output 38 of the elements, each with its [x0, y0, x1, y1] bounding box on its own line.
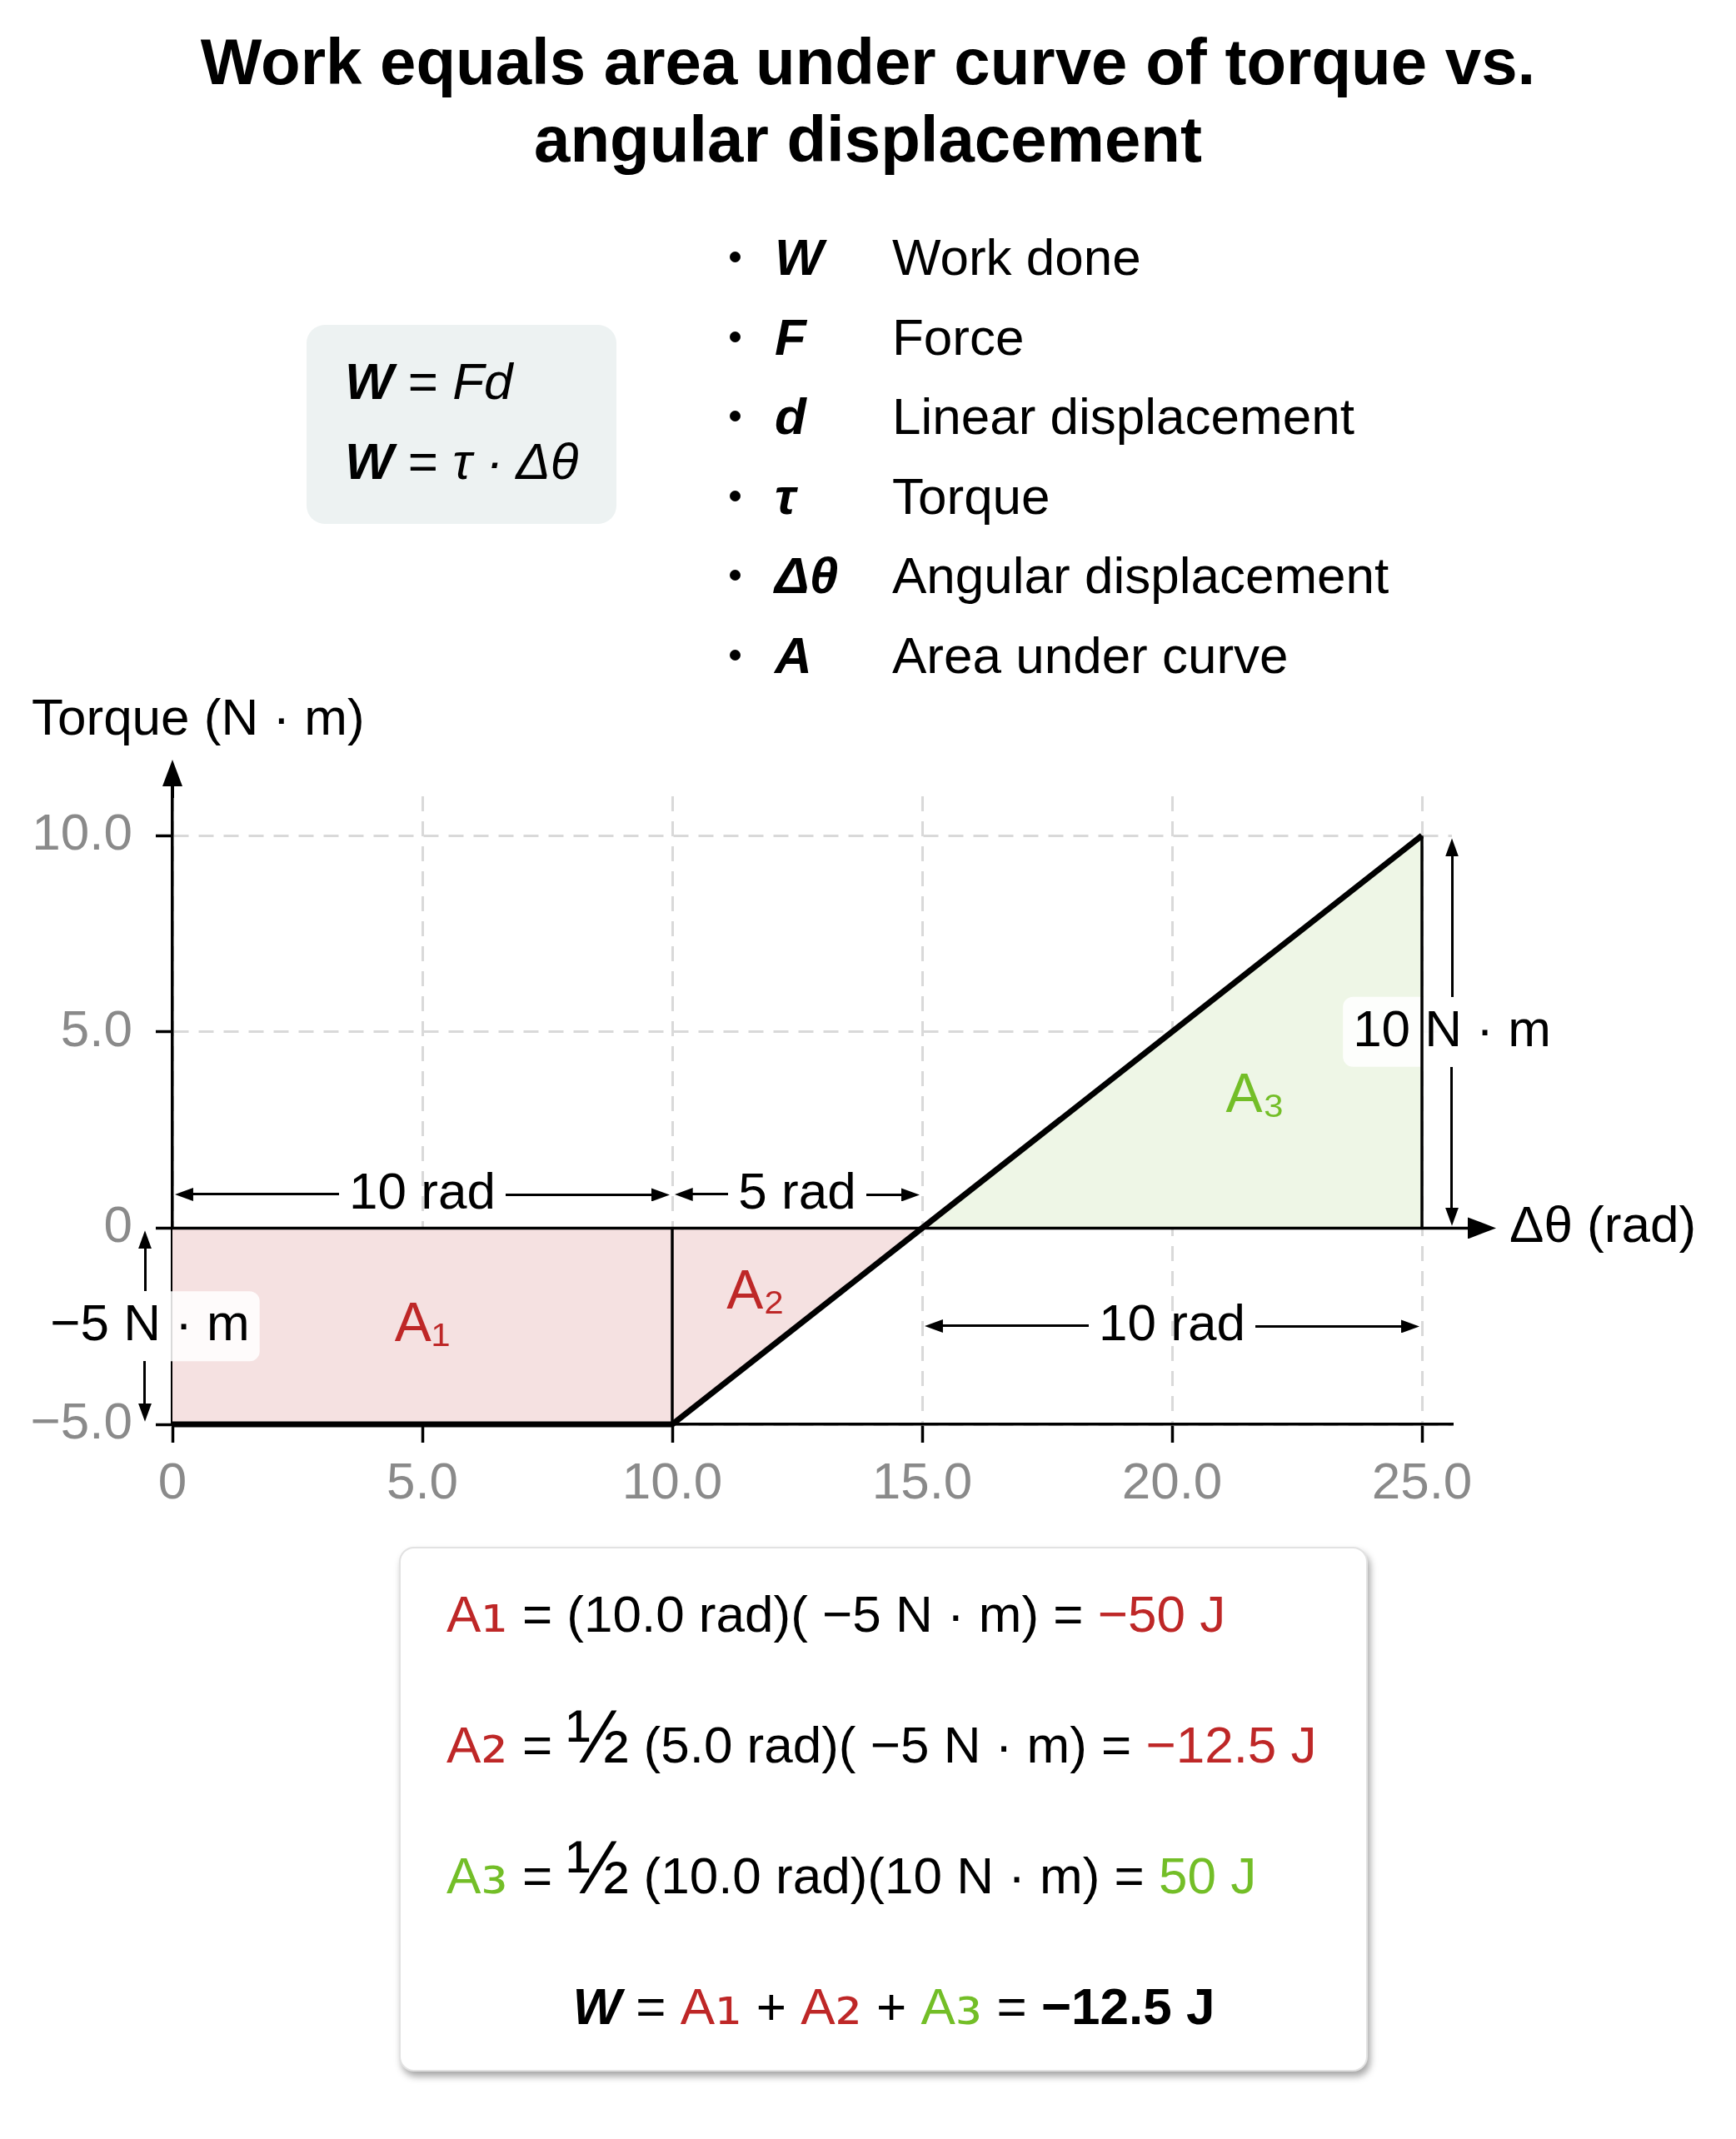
- annotation: 10 N · m: [1353, 999, 1551, 1057]
- annotation: 10 rad: [349, 1162, 496, 1220]
- text: Torque: [892, 466, 1050, 526]
- x-tick-label: 25.0: [1371, 1452, 1473, 1510]
- text: Area under curve: [892, 625, 1289, 686]
- text: Δθ: [775, 546, 839, 606]
- annotation: 10 rad: [1099, 1294, 1245, 1352]
- text: τ: [775, 466, 796, 526]
- text: A: [775, 625, 812, 686]
- text: A₁ = (10.0 rad)( −5 N · m) = −50 J: [446, 1569, 1226, 1648]
- text: Force: [892, 307, 1025, 367]
- text: W = Fd: [345, 352, 513, 410]
- x-tick-label: 15.0: [871, 1452, 973, 1510]
- text: d: [775, 386, 806, 446]
- annotation: A₁: [394, 1291, 451, 1354]
- text: Angular displacement: [892, 546, 1389, 606]
- text: Work done: [892, 227, 1141, 287]
- annotation: A₃: [1225, 1062, 1285, 1124]
- annotation: −5 N · m: [50, 1294, 250, 1352]
- text: W = τ · Δθ: [345, 432, 579, 490]
- text: F: [775, 307, 806, 367]
- text: Linear displacement: [892, 386, 1354, 446]
- y-tick-label: 10.0: [32, 803, 132, 861]
- y-tick-label: 0: [103, 1195, 132, 1254]
- chart-title: Work equals area under curve of torque vs. angular displacement: [199, 24, 1537, 177]
- text: A₂ = ½ (5.0 rad)( −5 N · m) = −12.5 J: [446, 1695, 1317, 1778]
- x-tick-label: 20.0: [1121, 1452, 1223, 1510]
- text: A₃ = ½ (10.0 rad)(10 N · m) = 50 J: [446, 1826, 1257, 1909]
- annotation: 5 rad: [738, 1162, 856, 1220]
- annotation: A₂: [726, 1259, 785, 1321]
- x-tick-label: 10.0: [621, 1452, 723, 1510]
- y-tick-label: −5.0: [30, 1392, 132, 1450]
- y-tick-label: 5.0: [60, 999, 132, 1057]
- x-tick-label: 5.0: [386, 1452, 459, 1510]
- x-tick-label: 0: [157, 1452, 187, 1510]
- text: W = A₁ + A₂ + A₃ = −12.5 J: [572, 1962, 1215, 2040]
- y-axis-title: Torque (N · m): [32, 688, 365, 746]
- x-axis-title: Δθ (rad): [1509, 1195, 1697, 1254]
